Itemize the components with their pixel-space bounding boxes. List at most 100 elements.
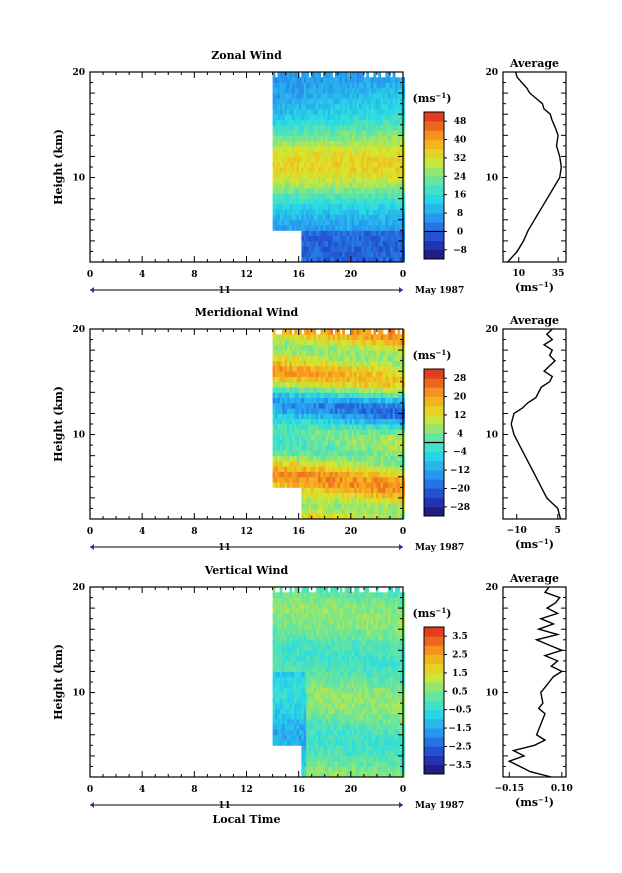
- heatmap-cell: [303, 376, 307, 383]
- heatmap-cell: [383, 350, 386, 356]
- heatmap-cell: [395, 87, 398, 94]
- heatmap-cell: [303, 671, 307, 678]
- heatmap-cell: [313, 466, 317, 472]
- heatmap-cell: [303, 418, 307, 425]
- heatmap-cell: [385, 251, 389, 258]
- heatmap-cell: [335, 476, 338, 483]
- heatmap-cell: [332, 256, 336, 263]
- heatmap-cell: [303, 140, 307, 147]
- heatmap-cell: [284, 450, 288, 457]
- heatmap-cell: [323, 145, 326, 152]
- heatmap-cell: [272, 135, 276, 141]
- heatmap-cell: [397, 402, 401, 409]
- heatmap-cell: [279, 613, 283, 620]
- heatmap-cell: [301, 692, 305, 699]
- heatmap-cell: [294, 450, 297, 457]
- heatmap-cell: [318, 734, 321, 741]
- heatmap-cell: [275, 671, 278, 678]
- heatmap-cell: [335, 360, 338, 367]
- heatmap-cell: [399, 376, 403, 383]
- heatmap-cell: [361, 156, 365, 163]
- heatmap-cell: [390, 77, 393, 83]
- heatmap-cell: [344, 408, 348, 414]
- heatmap-cell: [385, 177, 389, 184]
- heatmap-cell: [327, 246, 331, 252]
- heatmap-cell: [284, 718, 288, 725]
- heatmap-cell: [308, 718, 312, 725]
- heatmap-cell: [373, 350, 377, 356]
- heatmap-cell: [294, 114, 297, 120]
- heatmap-cell: [390, 344, 393, 351]
- heatmap-cell: [330, 703, 333, 709]
- heatmap-cell: [327, 750, 331, 757]
- heatmap-cell: [373, 140, 377, 147]
- heatmap-cell: [397, 387, 401, 393]
- heatmap-cell: [301, 697, 305, 704]
- heatmap-cell: [279, 724, 283, 730]
- heatmap-cell: [368, 487, 372, 493]
- heatmap-cell: [397, 339, 401, 346]
- heatmap-cell: [344, 387, 348, 393]
- colorbar-segment: [424, 213, 444, 223]
- heatmap-cell: [277, 608, 281, 614]
- heatmap-cell: [380, 214, 384, 221]
- heatmap-cell: [392, 167, 396, 173]
- heatmap-cell: [342, 334, 345, 340]
- colorbar-tick-label: 0: [457, 227, 463, 237]
- heatmap-cell: [330, 376, 333, 383]
- heatmap-cell: [330, 387, 333, 393]
- heatmap-cell: [277, 135, 281, 141]
- heatmap-cell: [354, 450, 357, 457]
- heatmap-cell: [380, 130, 384, 136]
- heatmap-cell: [313, 424, 317, 430]
- heatmap-cell: [361, 508, 365, 515]
- heatmap-cell: [318, 439, 321, 446]
- heatmap-cell: [291, 172, 295, 178]
- heatmap-cell: [330, 397, 333, 404]
- heatmap-cell: [323, 156, 326, 163]
- heatmap-cell: [301, 434, 305, 441]
- heatmap-cell: [308, 93, 312, 99]
- heatmap-cell: [347, 246, 350, 252]
- heatmap-cell: [327, 339, 331, 346]
- heatmap-cell: [287, 225, 290, 231]
- heatmap-cell: [371, 497, 374, 504]
- heatmap-cell: [320, 392, 324, 398]
- heatmap-cell: [385, 130, 389, 136]
- month-label: May 1987: [415, 543, 464, 553]
- heatmap-cell: [378, 402, 381, 409]
- heatmap-cell: [287, 645, 290, 651]
- heatmap-cell: [275, 108, 278, 115]
- heatmap-cell: [272, 344, 276, 351]
- heatmap-cell: [344, 251, 348, 258]
- heatmap-cell: [275, 713, 278, 720]
- heatmap-cell: [313, 376, 317, 383]
- heatmap-cell: [291, 650, 295, 656]
- heatmap-cell: [313, 103, 317, 110]
- heatmap-cell: [332, 350, 336, 356]
- heatmap-cell: [395, 434, 398, 441]
- heatmap-cell: [320, 471, 324, 478]
- heatmap-cell: [335, 103, 338, 110]
- heatmap-cell: [284, 434, 288, 441]
- heatmap-cell: [337, 251, 341, 258]
- heatmap-cell: [366, 77, 369, 83]
- heatmap-cell: [392, 482, 396, 488]
- heatmap-cell: [294, 460, 297, 467]
- heatmap-cell: [323, 350, 326, 356]
- heatmap-cell: [330, 360, 333, 367]
- heatmap-cell: [313, 655, 317, 662]
- heatmap-cell: [313, 429, 317, 435]
- heatmap-cell: [279, 429, 283, 435]
- heatmap-cell: [371, 350, 374, 356]
- heatmap-cell: [272, 214, 276, 221]
- heatmap-cell: [327, 655, 331, 662]
- heatmap-cell: [385, 82, 389, 89]
- heatmap-cell: [332, 439, 336, 446]
- heatmap-cell: [284, 460, 288, 467]
- heatmap-cell: [378, 471, 381, 478]
- heatmap-cell: [387, 135, 391, 141]
- heatmap-cell: [325, 761, 329, 767]
- heatmap-cell: [327, 182, 331, 189]
- heatmap-cell: [330, 82, 333, 89]
